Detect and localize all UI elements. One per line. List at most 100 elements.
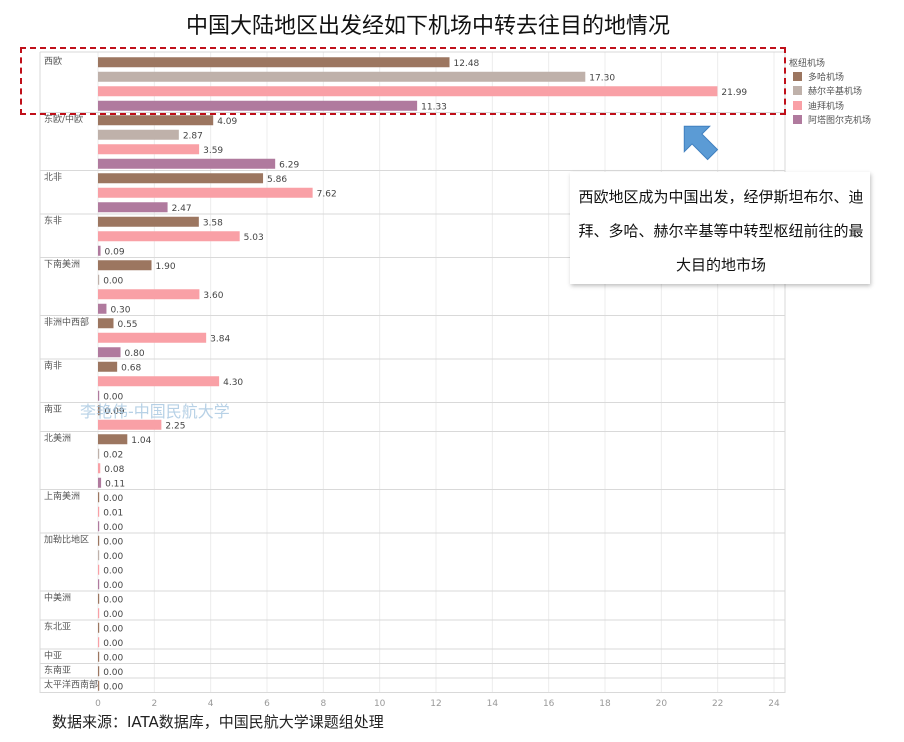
region-label: 西欧 <box>44 55 62 67</box>
bar-dubai <box>98 463 101 474</box>
legend-label: 阿塔图尔克机场 <box>808 116 872 127</box>
legend-swatch <box>793 86 802 96</box>
bar-doha <box>98 405 101 416</box>
watermark: 李艳伟-中国民航大学 <box>80 402 230 421</box>
bar-value-label: 1.90 <box>156 262 176 272</box>
region-label: 北非 <box>44 171 62 183</box>
bar-value-label: 0.00 <box>103 624 123 634</box>
region-label: 下南美洲 <box>44 258 80 270</box>
legend-item: 赫尔辛基机场 <box>789 84 899 99</box>
bar-value-label: 0.01 <box>103 508 123 518</box>
region-label: 北美洲 <box>44 432 71 444</box>
x-tick-label: 22 <box>712 699 723 709</box>
bar-value-label: 3.60 <box>203 291 223 301</box>
bar-doha <box>98 115 214 126</box>
bar-helsinki <box>98 71 586 82</box>
bar-helsinki <box>98 550 100 561</box>
region-label: 太平洋西南部 <box>44 679 98 691</box>
bar-dubai <box>98 187 313 198</box>
bar-istanbul <box>98 202 168 213</box>
legend-swatch <box>793 115 802 125</box>
bar-dubai <box>98 86 718 97</box>
bar-value-label: 0.00 <box>103 552 123 562</box>
x-tick-label: 4 <box>208 699 214 709</box>
bar-doha <box>98 434 128 445</box>
bar-value-label: 0.68 <box>121 363 141 373</box>
legend-swatch <box>793 100 802 110</box>
bar-doha <box>98 680 100 691</box>
bar-dubai <box>98 608 100 619</box>
bar-value-label: 21.99 <box>721 88 747 98</box>
legend-label: 迪拜机场 <box>808 101 845 112</box>
callout-text: 西欧地区成为中国出发，经伊斯坦布尔、迪拜、多哈、赫尔辛基等中转型枢纽前往的最大目… <box>578 188 864 274</box>
bar-dubai <box>98 376 220 387</box>
bar-doha <box>98 57 450 68</box>
bar-value-label: 2.25 <box>165 421 185 431</box>
bar-dubai <box>98 289 200 300</box>
bar-doha <box>98 492 100 503</box>
bar-dubai <box>98 144 200 155</box>
legend-item: 阿塔图尔克机场 <box>789 113 899 128</box>
bar-value-label: 0.00 <box>103 392 123 402</box>
bar-value-label: 12.48 <box>454 59 480 69</box>
bar-value-label: 0.08 <box>104 465 124 475</box>
bar-value-label: 3.84 <box>210 334 230 344</box>
region-label: 上南美洲 <box>44 490 80 502</box>
bar-value-label: 4.30 <box>223 378 243 388</box>
legend-swatch <box>793 71 802 81</box>
legend-item: 多哈机场 <box>789 69 899 84</box>
region-label: 东非 <box>44 215 62 227</box>
bar-value-label: 3.58 <box>203 218 223 228</box>
bar-value-label: 0.00 <box>103 639 123 649</box>
west-europe-highlight-box <box>20 47 786 115</box>
bar-value-label: 0.00 <box>103 523 123 533</box>
x-tick-label: 16 <box>543 699 555 709</box>
legend-title: 枢纽机场 <box>789 59 826 69</box>
bar-doha <box>98 361 118 372</box>
bar-value-label: 0.00 <box>103 610 123 620</box>
bar-value-label: 0.09 <box>105 247 125 257</box>
bar-value-label: 0.00 <box>103 537 123 547</box>
bar-dubai <box>98 419 162 430</box>
bar-istanbul <box>98 390 100 401</box>
bar-doha <box>98 260 152 271</box>
bar-value-label: 0.00 <box>103 276 123 286</box>
bar-istanbul <box>98 477 102 488</box>
bar-istanbul <box>98 521 100 532</box>
region-label: 南非 <box>44 360 62 372</box>
bar-dubai <box>98 637 100 648</box>
bar-doha <box>98 651 100 662</box>
pointer-arrow-shape <box>683 125 719 161</box>
x-tick-label: 8 <box>320 699 326 709</box>
bar-value-label: 0.11 <box>105 479 125 489</box>
bar-helsinki <box>98 129 179 140</box>
bar-value-label: 11.33 <box>421 102 447 112</box>
bar-istanbul <box>98 347 121 358</box>
bar-istanbul <box>98 245 101 256</box>
x-tick-label: 12 <box>430 699 441 709</box>
bar-value-label: 0.55 <box>117 320 137 330</box>
region-label: 加勒比地区 <box>44 534 89 546</box>
legend: 枢纽机场 多哈机场赫尔辛基机场 迪拜机场阿塔图尔克机场 <box>789 56 899 127</box>
bar-doha <box>98 535 100 546</box>
bar-istanbul <box>98 100 418 111</box>
bar-value-label: 5.03 <box>244 233 264 243</box>
region-label: 东欧/中欧 <box>44 113 83 125</box>
bar-helsinki <box>98 448 100 459</box>
bar-value-label: 0.00 <box>103 668 123 678</box>
bar-dubai <box>98 231 240 242</box>
legend-label: 赫尔辛基机场 <box>808 87 863 98</box>
bar-value-label: 5.86 <box>267 175 287 185</box>
bar-value-label: 0.00 <box>103 653 123 663</box>
bar-value-label: 2.47 <box>172 204 192 214</box>
bar-value-label: 1.04 <box>131 436 151 446</box>
x-tick-label: 18 <box>599 699 611 709</box>
bar-value-label: 6.29 <box>279 160 299 170</box>
bar-value-label: 0.00 <box>103 494 123 504</box>
bar-doha <box>98 173 264 184</box>
chart-title: 中国大陆地区出发经如下机场中转去往目的地情况 <box>185 14 670 39</box>
x-tick-label: 0 <box>95 699 101 709</box>
bar-value-label: 0.02 <box>103 450 123 460</box>
bar-value-label: 4.09 <box>217 117 237 127</box>
legend-label: 多哈机场 <box>808 72 845 83</box>
